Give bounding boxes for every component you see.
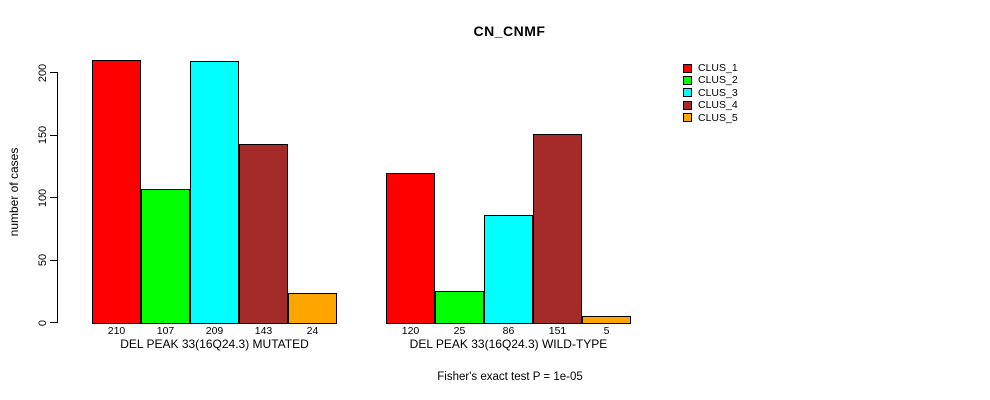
y-axis-tick-label: 200 [37,63,49,82]
bar-value-label: 210 [107,325,126,337]
x-group-label: DEL PEAK 33(16Q24.3) WILD-TYPE [409,337,608,351]
bar-value-label: 24 [306,325,319,337]
y-axis-line [57,72,58,323]
bar-value-label: 107 [156,325,175,337]
legend-item: CLUS_4 [683,99,738,111]
bar-CLUS_4-group1 [239,143,288,324]
legend-swatch-CLUS_4 [683,100,692,110]
y-axis-title: number of cases [7,147,21,237]
bar-CLUS_3-group1 [190,61,239,324]
legend-swatch-CLUS_1 [683,63,692,73]
legend-item: CLUS_5 [683,112,738,124]
fisher-test-annotation: Fisher's exact test P = 1e-05 [437,371,583,383]
legend-item: CLUS_2 [683,74,738,86]
y-axis-tick [50,134,57,136]
legend-item: CLUS_1 [683,62,738,74]
y-axis-tick-label: 50 [37,253,49,267]
legend-item-label: CLUS_5 [698,111,738,124]
y-axis-tick [50,72,57,73]
chart-title: CN_CNMF [473,23,546,39]
bar-CLUS_2-group1 [141,188,190,324]
legend-item-label: CLUS_2 [698,74,738,87]
legend-swatch-CLUS_5 [683,113,692,123]
y-axis-tick-label: 150 [37,125,49,145]
y-axis-tick-label: 0 [37,319,49,326]
bar-value-label: 143 [254,325,273,337]
bar-value-label: 209 [205,325,224,337]
bar-CLUS_2-group2 [435,291,484,324]
bar-value-label: 5 [603,325,610,337]
y-axis-tick [50,259,57,261]
legend-swatch-CLUS_3 [683,88,692,98]
legend-item-label: CLUS_3 [698,86,738,99]
bar-value-label: 25 [453,325,466,337]
legend-swatch-CLUS_2 [683,76,692,86]
legend-item-label: CLUS_1 [698,61,738,74]
legend: CLUS_1 CLUS_2 CLUS_3 CLUS_4 CLUS_5 [683,62,738,124]
legend-item-label: CLUS_4 [698,99,738,112]
bar-value-label: 86 [502,325,515,337]
bar-CLUS_1-group1 [92,60,141,324]
y-axis-tick-label: 100 [37,188,49,207]
y-axis-tick [50,197,57,198]
bar-value-label: 120 [401,325,420,337]
bar-CLUS_5-group2 [582,316,631,324]
bar-CLUS_3-group2 [484,215,533,324]
bar-CLUS_1-group2 [386,172,435,324]
x-group-label: DEL PEAK 33(16Q24.3) MUTATED [120,337,309,351]
bar-CLUS_5-group1 [288,292,337,324]
y-axis-tick [50,322,57,323]
legend-item: CLUS_3 [683,87,738,99]
bar-value-label: 151 [548,325,567,337]
bar-CLUS_4-group2 [533,133,582,324]
